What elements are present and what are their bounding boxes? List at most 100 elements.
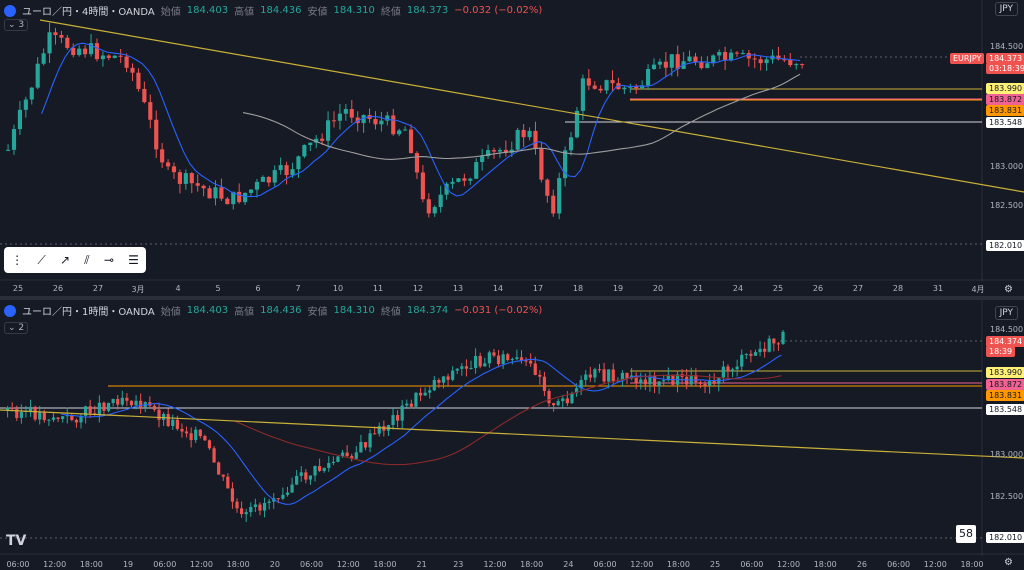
candle-body: [139, 400, 143, 408]
symbol-logo-icon: [4, 304, 16, 317]
ray-icon[interactable]: ↗: [59, 253, 71, 267]
candle-body: [213, 187, 218, 199]
candle-body: [83, 48, 88, 55]
candle-body: [622, 87, 627, 90]
time-label: 12:00: [336, 560, 360, 569]
indicator-collapse-button[interactable]: ⌄ 2: [4, 322, 29, 334]
candle-body: [373, 433, 377, 435]
candle-body: [519, 357, 524, 361]
candle-body: [418, 392, 423, 396]
last-price-tag: 184.374: [986, 336, 1024, 347]
candle-body: [486, 150, 491, 157]
candle-body: [42, 412, 46, 421]
tradingview-logo[interactable]: TV: [6, 533, 27, 549]
candle-body: [396, 415, 400, 421]
candle-body: [726, 366, 730, 372]
candle-body: [258, 504, 262, 511]
candle-body: [557, 178, 562, 214]
corner-number-badge[interactable]: 58: [956, 525, 976, 543]
time-label: 18:00: [373, 560, 397, 569]
candle-body: [444, 183, 449, 195]
candle-body: [157, 409, 161, 420]
candle-body: [604, 80, 609, 91]
candle-body: [17, 109, 22, 130]
chart-pane-4h[interactable]: ユーロ／円・4時間・OANDA 始値 184.403 高値 184.436 安値 18…: [0, 0, 1024, 296]
candle-body: [538, 374, 542, 377]
currency-label[interactable]: JPY: [994, 2, 1018, 16]
candle-body: [584, 374, 588, 380]
open-label: 始値: [160, 307, 181, 318]
candle-body: [349, 109, 354, 118]
candle-body: [758, 59, 763, 64]
candle-body: [285, 492, 290, 495]
drawing-toolbar[interactable]: ⋮ ⟋ ↗ ⫽ ⊸ ☰: [4, 247, 146, 273]
symbol-title[interactable]: ユーロ／円・1時間・OANDA: [22, 307, 155, 318]
close-label: 終値: [380, 7, 401, 18]
candle-body: [88, 406, 92, 414]
candle-body: [71, 47, 76, 56]
time-label: 06:00: [153, 560, 177, 569]
fib-icon[interactable]: ☰: [128, 253, 139, 267]
indicator-collapse-button[interactable]: ⌄ 3: [4, 19, 29, 31]
candle-body: [764, 59, 769, 64]
chart-canvas-1h[interactable]: [0, 300, 1024, 570]
chart-pane-1h[interactable]: ユーロ／円・1時間・OANDA 始値 184.403 高値 184.436 安値 18…: [0, 300, 1024, 570]
candle-body: [235, 501, 239, 509]
chart-canvas-4h[interactable]: [0, 0, 1024, 296]
candle-body: [148, 102, 153, 120]
candle-body: [19, 411, 23, 418]
candle-body: [267, 501, 271, 503]
candle-body: [657, 61, 662, 65]
drag-handle-icon[interactable]: ⋮: [11, 253, 24, 267]
candle-body: [705, 63, 710, 69]
time-label: 12:00: [43, 560, 67, 569]
symbol-title[interactable]: ユーロ／円・4時間・OANDA: [22, 7, 155, 18]
candle-body: [744, 353, 748, 355]
pane-divider[interactable]: [0, 296, 1024, 300]
candle-body: [61, 416, 65, 419]
candle-body: [326, 120, 331, 141]
moving-average-blue: [60, 354, 782, 505]
candle-body: [527, 130, 532, 138]
candle-body: [219, 187, 224, 199]
settings-gear-icon[interactable]: ⚙: [1004, 284, 1013, 295]
candle-body: [735, 366, 739, 370]
settings-gear-icon[interactable]: ⚙: [1004, 557, 1013, 568]
candle-body: [574, 388, 579, 394]
candle-body: [97, 402, 101, 415]
time-label: 25: [772, 284, 784, 293]
candle-body: [304, 472, 308, 480]
candle-body: [788, 59, 793, 66]
candle-body: [391, 415, 395, 425]
candle-body: [652, 375, 657, 387]
level-tag: 182.010: [986, 240, 1024, 251]
candle-body: [322, 467, 326, 471]
candle-body: [464, 366, 469, 369]
legend-1h: ユーロ／円・1時間・OANDA 始値 184.403 高値 184.436 安値 18…: [4, 303, 542, 318]
candle-body: [428, 390, 432, 393]
candle-body: [184, 431, 189, 434]
candle-body: [598, 88, 603, 91]
high-value: 184.436: [260, 305, 302, 316]
candle-body: [469, 367, 473, 369]
candle-body: [450, 181, 455, 184]
currency-label[interactable]: JPY: [994, 306, 1018, 320]
price-label: 182.500: [990, 201, 1024, 210]
horizontal-ray-icon[interactable]: ⊸: [103, 253, 114, 267]
candle-body: [262, 502, 267, 511]
parallel-channel-icon[interactable]: ⫽: [84, 252, 90, 267]
candle-body: [533, 130, 538, 149]
candle-body: [483, 363, 487, 367]
time-label: 4月: [971, 285, 985, 294]
candle-body: [79, 415, 83, 423]
candle-body: [343, 109, 348, 114]
candle-body: [662, 380, 666, 382]
trendline-icon[interactable]: ⟋: [37, 252, 46, 267]
candle-body: [420, 172, 425, 200]
time-label: 06:00: [887, 560, 911, 569]
candle-body: [666, 374, 670, 381]
candle-body: [65, 37, 70, 48]
candle-body: [207, 440, 212, 449]
open-label: 始値: [160, 7, 181, 18]
candle-body: [33, 406, 37, 420]
